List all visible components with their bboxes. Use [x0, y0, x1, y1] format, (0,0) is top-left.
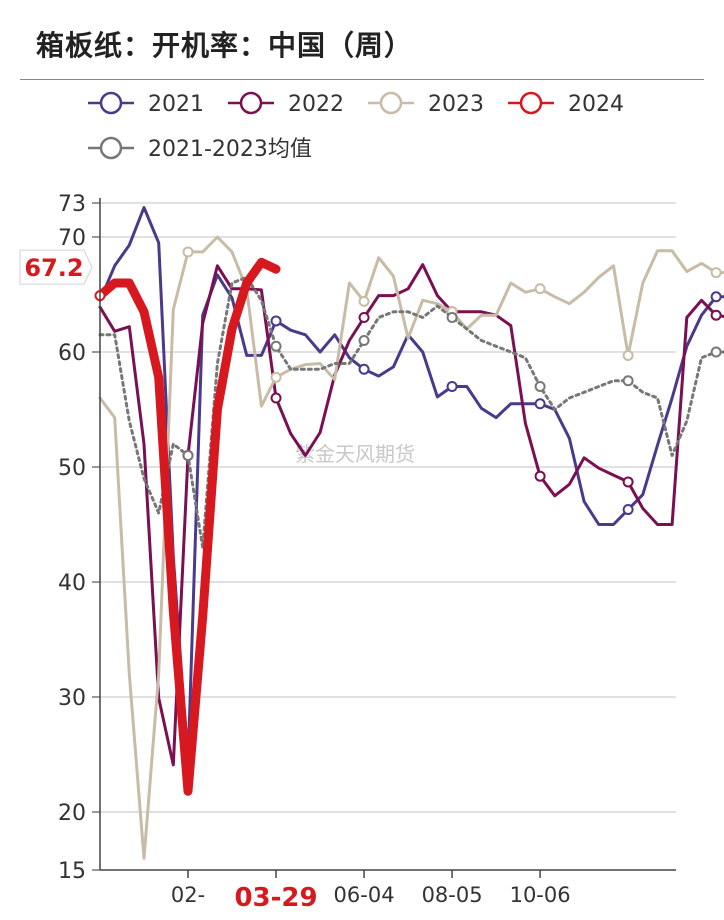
- legend-item-1[interactable]: 2022: [228, 91, 344, 117]
- series-point: [710, 346, 722, 358]
- series-4: [95, 257, 281, 796]
- series-point: [622, 349, 634, 361]
- series-point: [358, 335, 370, 346]
- legend-swatch-marker: [99, 136, 123, 160]
- legend-item-0[interactable]: 2021: [88, 91, 204, 117]
- series-point: [270, 392, 282, 404]
- series-line: [95, 257, 281, 796]
- series-point: [710, 309, 722, 321]
- legend-label: 2023: [428, 92, 484, 117]
- series-point: [534, 398, 546, 410]
- y-tick-label: 70: [58, 226, 86, 251]
- x-tick-label: 10-06: [510, 883, 571, 907]
- watermark: 紫金天风期货: [295, 442, 415, 466]
- series-point: [622, 504, 634, 516]
- series-point: [446, 312, 458, 323]
- legend-label: 2021: [148, 92, 204, 117]
- x-tick-label: 03-29: [234, 883, 317, 913]
- series-point: [710, 267, 722, 279]
- series-point: [534, 470, 546, 482]
- y-tick-label: 20: [58, 801, 86, 826]
- series-point: [270, 315, 282, 327]
- legend-label: 2024: [568, 92, 624, 117]
- series-point: [622, 476, 634, 488]
- chart-title: 箱板纸：开机率：中国（周）: [36, 29, 414, 62]
- y-tick-label: 15: [58, 859, 86, 884]
- series-point: [270, 371, 282, 383]
- series-point: [534, 381, 546, 392]
- series-point: [182, 450, 194, 461]
- x-tick-label: 02-: [171, 883, 205, 907]
- y-tick-label: 50: [58, 456, 86, 481]
- series-point: [534, 283, 546, 295]
- series-point: [358, 295, 370, 307]
- series-2: [98, 235, 724, 860]
- grid: [100, 202, 676, 813]
- legend-item-2[interactable]: 2023: [368, 91, 484, 117]
- series-point: [622, 375, 634, 387]
- y-tick-label: 40: [58, 571, 86, 596]
- x-tick-label: 08-05: [422, 883, 483, 907]
- y-tick-label: 60: [58, 341, 86, 366]
- series-point: [446, 381, 458, 392]
- axes: 15 20 30 40 50 60 70 73 02- 03-29 06-04 08-05 10-06: [58, 192, 676, 913]
- series-point: [710, 291, 722, 303]
- legend-label: 2021-2023均值: [148, 137, 312, 162]
- legend-swatch-marker: [99, 91, 123, 115]
- series-point: [182, 246, 194, 258]
- series-layer: [94, 206, 724, 860]
- callout-value: 67.2: [24, 254, 83, 282]
- y-tick-label: 30: [58, 686, 86, 711]
- legend-swatch-marker: [239, 91, 263, 115]
- callout-box: [19, 249, 93, 285]
- legend-swatch-marker: [379, 91, 403, 115]
- legend: 2021 2022 2023 2024 2021-2023均值: [88, 91, 624, 162]
- series-point: [358, 363, 370, 375]
- series-point: [358, 312, 370, 323]
- title-divider: [20, 79, 704, 80]
- value-callout: 67.2: [19, 249, 93, 285]
- legend-item-3[interactable]: 2024: [508, 91, 624, 117]
- legend-label: 2022: [288, 92, 344, 117]
- legend-item-4[interactable]: 2021-2023均值: [88, 136, 312, 162]
- series-3: [98, 275, 724, 549]
- y-tick-label: 73: [58, 192, 86, 217]
- series-point: [270, 340, 282, 352]
- watermark-text: 紫金天风期货: [295, 442, 415, 466]
- legend-swatch-marker: [519, 91, 543, 115]
- x-tick-label: 06-04: [334, 883, 395, 907]
- series-line: [98, 263, 724, 767]
